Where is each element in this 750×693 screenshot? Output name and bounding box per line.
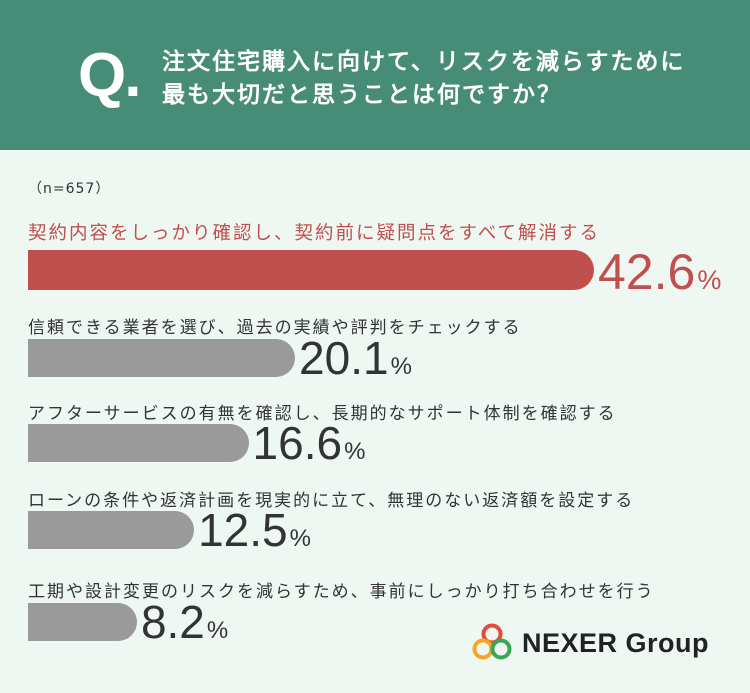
value-label: 16.6% bbox=[253, 420, 366, 466]
bar bbox=[28, 250, 594, 290]
value-label: 12.5% bbox=[198, 507, 311, 553]
sample-size: （n=657） bbox=[28, 181, 111, 197]
value-unit: % bbox=[206, 617, 229, 644]
logo-text: NEXER Group bbox=[522, 627, 710, 658]
category-label: 契約内容をしっかり確認し、契約前に疑問点をすべて解消する bbox=[28, 223, 600, 244]
category-label: ローンの条件や返済計画を現実的に立て、無理のない返済額を設定する bbox=[28, 491, 635, 511]
value-unit: % bbox=[697, 265, 722, 295]
question-text: 注文住宅購入に向けて、リスクを減らすために 最も大切だと思うことは何ですか？ bbox=[162, 46, 722, 112]
value-unit: % bbox=[344, 438, 366, 465]
q-mark: Q. bbox=[78, 41, 142, 110]
value-number: 16.6 bbox=[252, 417, 343, 469]
value-number: 8.2 bbox=[140, 596, 205, 648]
question-header: Q. 注文住宅購入に向けて、リスクを減らすために 最も大切だと思うことは何ですか… bbox=[0, 0, 750, 150]
value-unit: % bbox=[390, 353, 412, 380]
bar bbox=[28, 339, 296, 377]
bar bbox=[28, 424, 249, 462]
value-number: 12.5 bbox=[198, 504, 288, 556]
category-label: 工期や設計変更のリスクを減らすため、事前にしっかり打ち合わせを行う bbox=[28, 582, 655, 602]
value-number: 20.1 bbox=[299, 332, 389, 384]
question-line-2: 最も大切だと思うことは何ですか？ bbox=[162, 82, 562, 108]
value-label: 42.6% bbox=[598, 247, 721, 297]
value-unit: % bbox=[289, 525, 311, 552]
question-line-1: 注文住宅購入に向けて、リスクを減らすために bbox=[162, 49, 686, 75]
value-number: 42.6 bbox=[598, 244, 696, 300]
value-label: 8.2% bbox=[141, 599, 228, 645]
bar bbox=[28, 511, 195, 549]
rings-logo-icon bbox=[472, 623, 512, 660]
bar bbox=[28, 603, 137, 641]
value-label: 20.1% bbox=[299, 335, 412, 381]
category-label: 信頼できる業者を選び、過去の実績や評判をチェックする bbox=[28, 318, 522, 338]
category-label: アフターサービスの有無を確認し、長期的なサポート体制を確認する bbox=[28, 404, 617, 424]
nexer-group-logo: NEXER Group bbox=[470, 620, 720, 666]
